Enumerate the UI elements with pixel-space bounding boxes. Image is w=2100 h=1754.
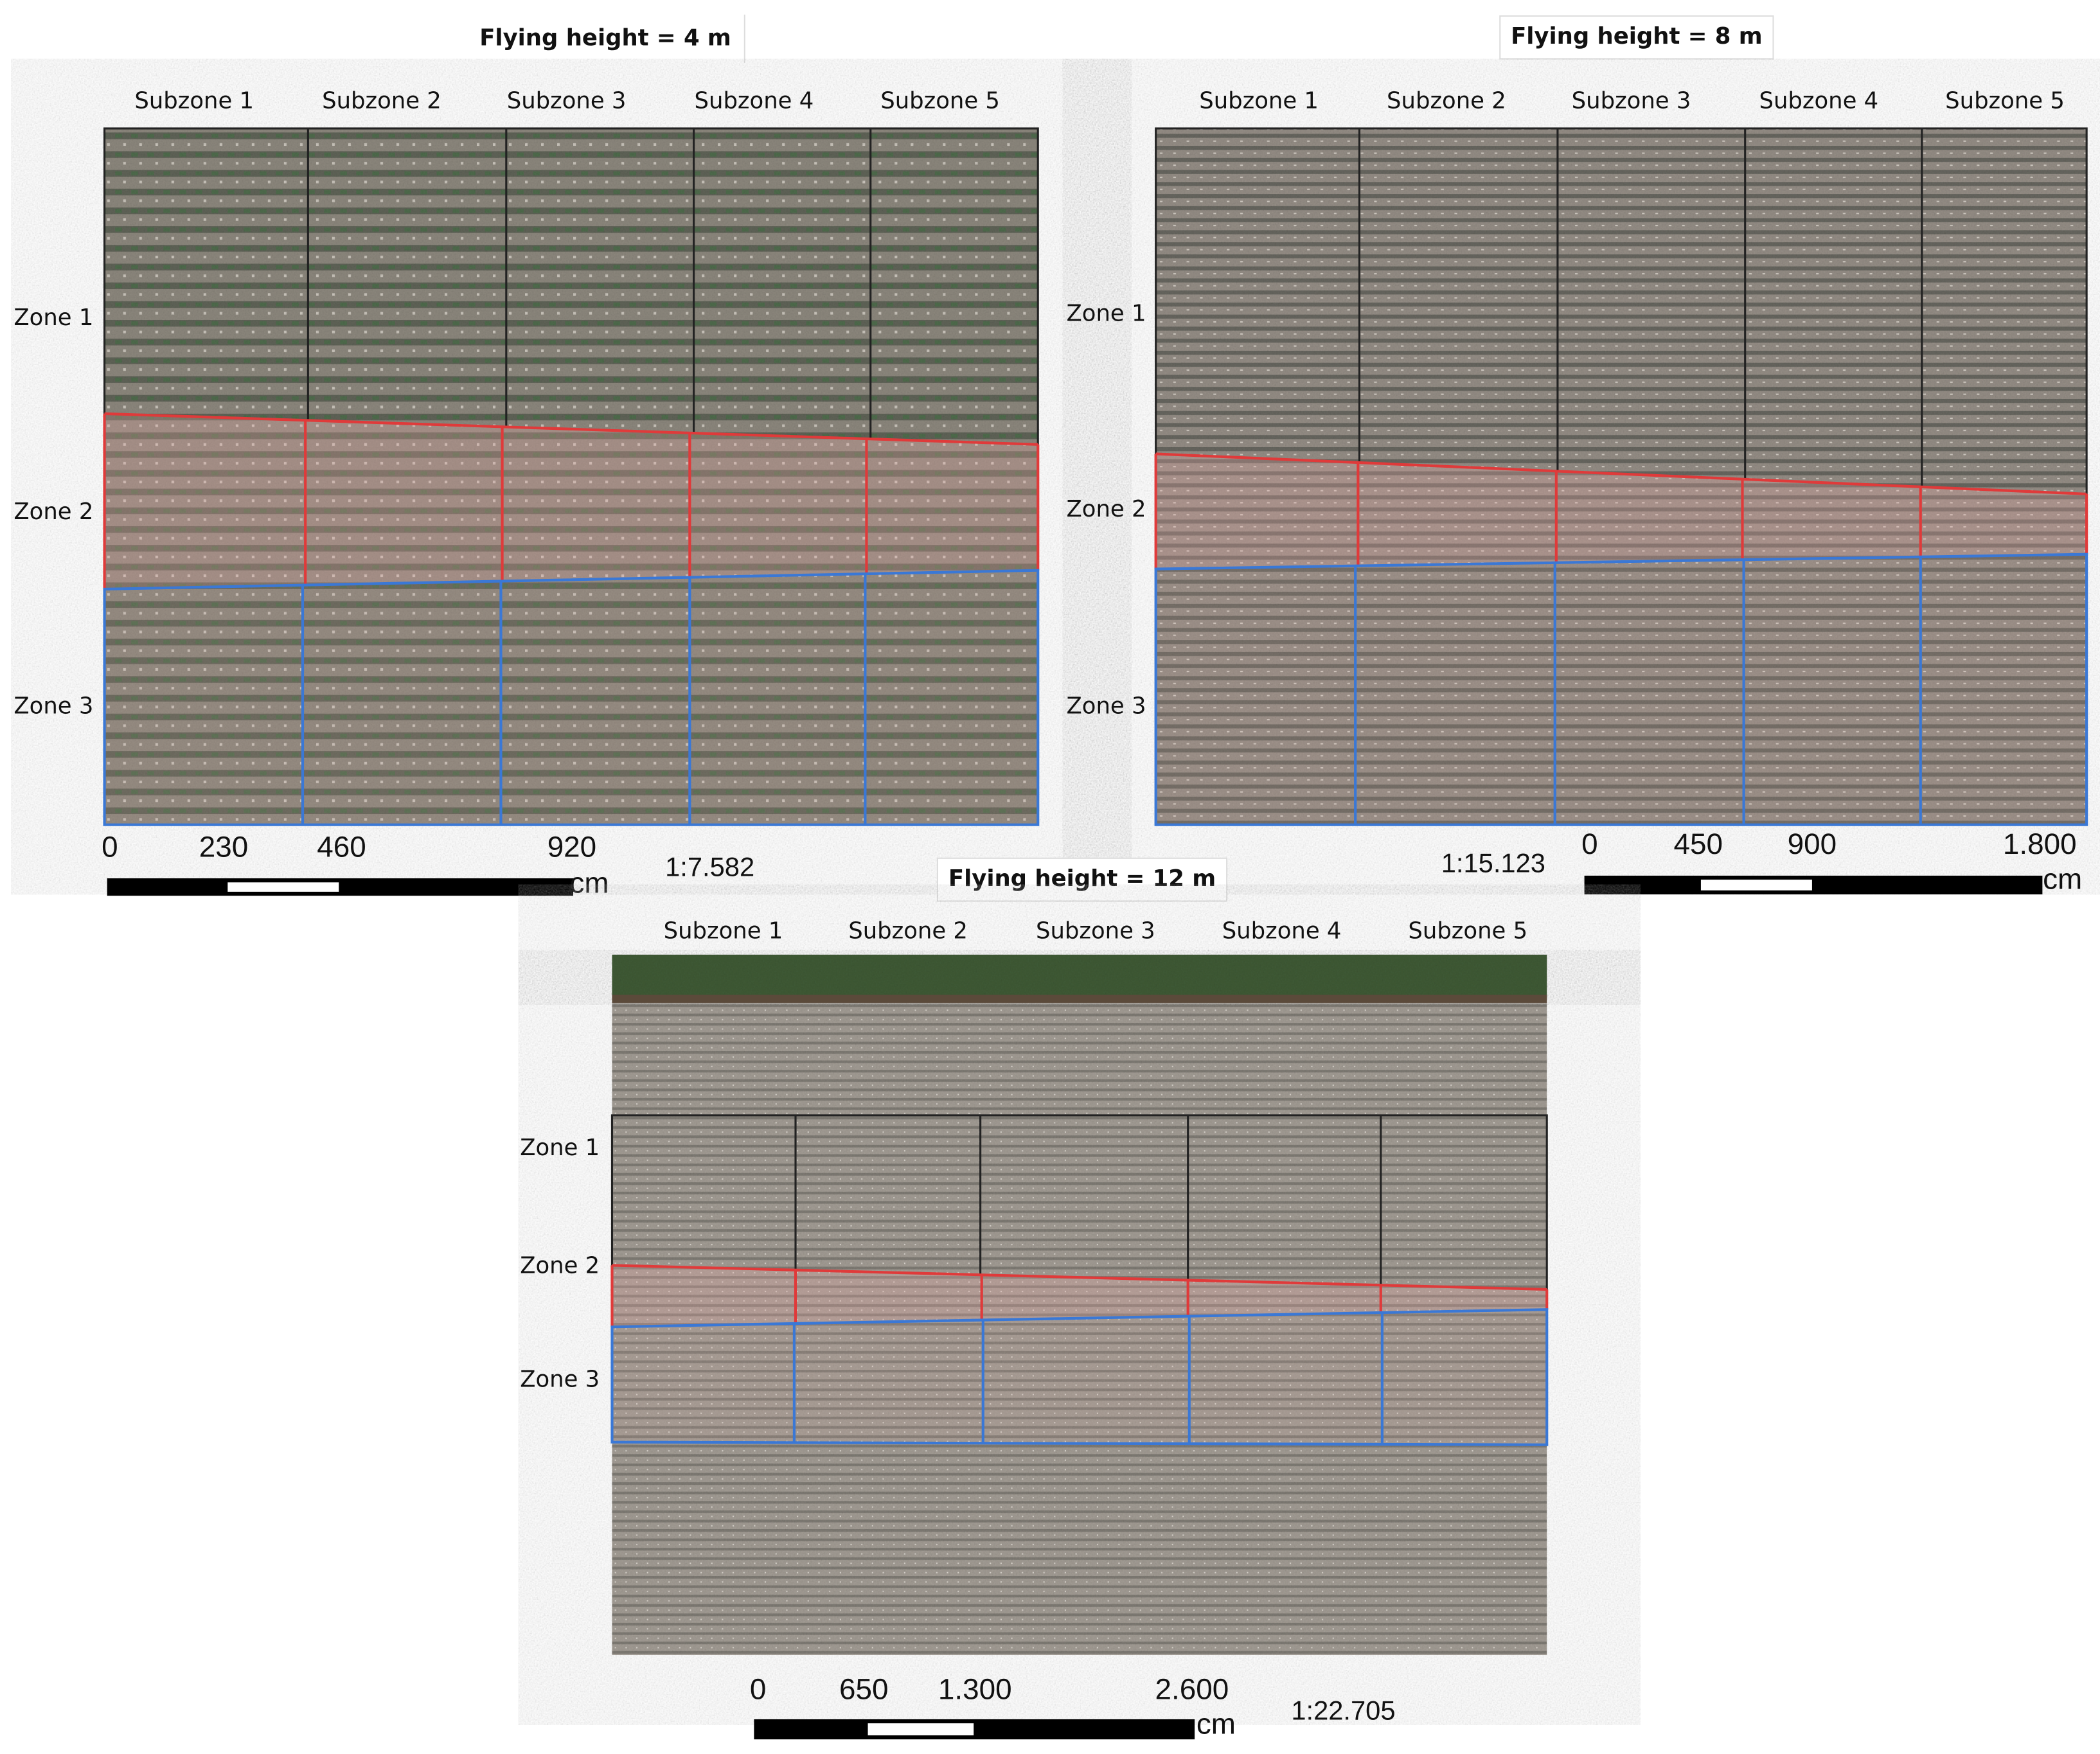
subzone-label: Subzone 1 [664,917,783,944]
zone-2-tint [1155,454,2087,569]
aerial-image [104,128,1038,825]
scale-tick-label: 0 [1581,827,1597,860]
subzone-label: Subzone 3 [507,87,627,114]
zone-label: Zone 3 [1067,693,1146,719]
scale-bar [1584,875,2043,895]
subzone-label: Subzone 1 [134,87,254,114]
subzone-label: Subzone 5 [1408,917,1527,944]
panel-title: Flying height = 12 m [948,865,1216,892]
zone-label: Zone 2 [520,1252,600,1279]
scale-bar [754,1719,1195,1740]
scale-tick-label: 900 [1788,827,1837,860]
aerial-image [612,954,1547,1655]
zone-2-top [104,412,1038,446]
subzone-label: Subzone 4 [1759,87,1878,114]
zone-label: Zone 1 [1067,301,1146,327]
subzone-label: Subzone 2 [322,87,441,114]
scale-tick-label: 230 [199,829,249,863]
zone-2-tint [612,1265,1547,1327]
zone-3-tint [1155,554,2087,825]
scale-ratio: 1:22.705 [1291,1696,1395,1726]
scale-tick-label: 920 [547,829,597,863]
scale-unit: cm [1197,1706,1236,1740]
scale-tick-label: 1.800 [2003,827,2077,860]
zone-3-tint [104,570,1038,825]
scale-tick-label: 450 [1673,827,1723,860]
scale-tick-label: 0 [102,829,118,863]
subzone-label: Subzone 1 [1199,87,1319,114]
scale-tick-label: 1.300 [938,1672,1012,1705]
panel: Flying height = 4 m Subzone 1 Subzone 2 Sub… [13,14,1040,899]
scale-unit: cm [2043,862,2082,895]
panel-title: Flying height = 4 m [479,24,731,51]
aerial-image [1155,128,2087,825]
zone-2-tint [104,413,1038,589]
zone-3-outline [103,569,1040,826]
scale-bar [107,878,574,896]
scale-tick-label: 460 [317,829,366,863]
scale-unit: cm [569,866,609,899]
panel: Flying height = 8 m Subzone 1 Subzone 2 Sub… [1067,15,2088,895]
panel-title: Flying height = 8 m [1511,23,1763,49]
scale-tick-label: 2.600 [1155,1672,1229,1705]
zone-3-outline [1154,553,2088,826]
zone-3-outline [610,1308,1549,1446]
scale-bar-segment [227,882,339,892]
hedge [612,954,1547,1000]
zone-2-top [612,1264,1547,1291]
scale-tick-label: 650 [839,1672,889,1705]
title-box [936,857,1228,902]
zone-label: Zone 1 [13,305,93,331]
zone-label: Zone 2 [13,499,93,525]
scale-tick-label: 0 [750,1672,767,1705]
title-box [1499,15,1774,60]
subzone-label: Subzone 2 [848,917,968,944]
zone-label: Zone 2 [1067,496,1146,522]
subzone-label: Subzone 3 [1572,87,1691,114]
subzone-label: Subzone 4 [1222,917,1342,944]
subzone-label: Subzone 3 [1036,917,1155,944]
scale-bar-segment [1700,880,1812,890]
scale-bar-segment [868,1723,974,1735]
zone-1-outline [1155,127,2088,494]
zone-label: Zone 1 [520,1135,600,1161]
zone-1-outline [103,127,1039,445]
scale-ratio: 1:7.582 [665,852,754,882]
zone-1-outline [610,1114,1548,1289]
scale-ratio: 1:15.123 [1441,847,1545,878]
panel: Flying height = 12 m Subzone 1 Subzone 2 Su… [520,857,1549,1740]
field-edge [612,995,1547,1003]
zone-label: Zone 3 [520,1367,600,1393]
subzone-label: Subzone 5 [1945,87,2065,114]
zone-3-tint [612,1309,1547,1445]
zone-2-top [1155,452,2087,496]
subzone-label: Subzone 5 [880,87,1000,114]
zone-label: Zone 3 [13,693,93,719]
subzone-label: Subzone 4 [695,87,814,114]
subzone-label: Subzone 2 [1387,87,1506,114]
